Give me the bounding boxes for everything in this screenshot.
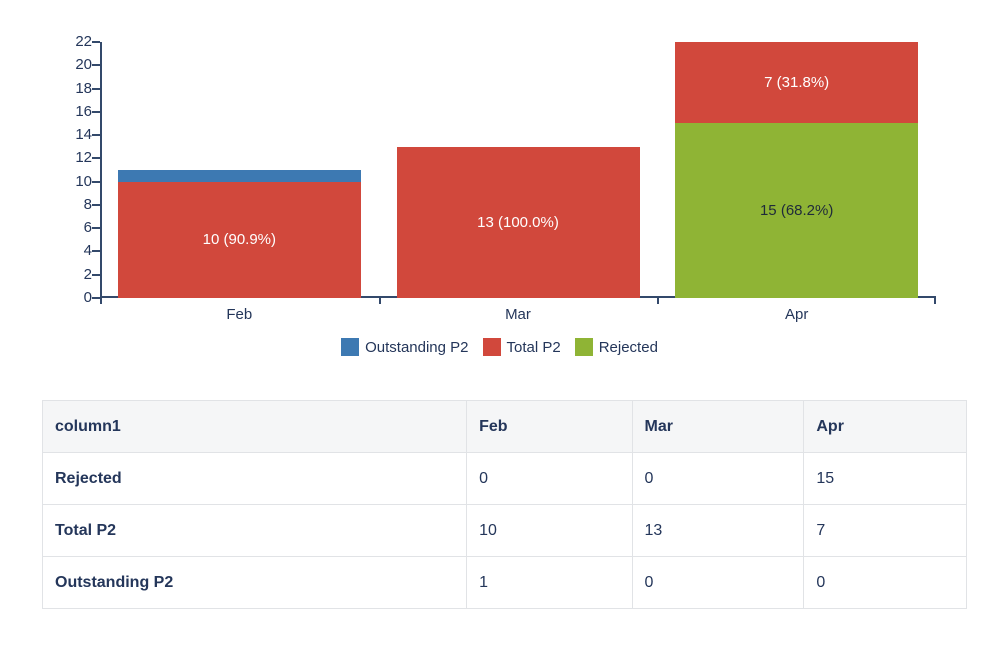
bar-value-label: 10 (90.9%) <box>202 231 277 249</box>
y-axis-tick <box>92 297 100 299</box>
y-axis-tick <box>92 250 100 253</box>
table-cell: 15 <box>803 452 967 505</box>
y-axis-tick <box>92 41 100 43</box>
y-axis-tick-label: 8 <box>83 195 92 213</box>
stacked-bar-chart: 0 2 4 6 8 10 12 14 16 18 20 22 10 (90.9%) Feb 13 (100.… <box>0 33 999 357</box>
legend-label: Outstanding P2 <box>365 338 469 356</box>
y-axis-tick-label: 20 <box>75 56 92 74</box>
x-axis-tick <box>934 298 936 304</box>
y-axis-tick-label: 4 <box>83 242 92 260</box>
table-header-cell: column1 <box>41 400 468 453</box>
legend-label: Total P2 <box>506 338 561 356</box>
y-axis-tick-label: 10 <box>75 172 92 190</box>
legend-swatch-rejected <box>574 338 593 356</box>
table-row: Rejected 0 0 15 <box>41 452 967 505</box>
table-cell: 0 <box>631 452 805 505</box>
y-axis-tick <box>92 227 100 230</box>
legend-item-outstanding-p2[interactable]: Outstanding P2 <box>341 338 469 356</box>
x-axis-category-label: Feb <box>226 306 253 323</box>
chart-layer: 0 2 4 6 8 10 12 14 16 18 20 22 10 (90.9%) Feb 13 (100.… <box>75 33 936 323</box>
y-axis-tick-label: 16 <box>75 102 92 120</box>
bar-value-label: 13 (100.0%) <box>477 213 559 231</box>
table-cell: 10 <box>466 504 633 557</box>
y-axis-tick-label: 14 <box>75 126 92 144</box>
y-axis-tick <box>92 203 100 206</box>
table-header-cell: Mar <box>631 400 805 453</box>
table-cell: 0 <box>631 556 805 609</box>
table-row: Outstanding P2 1 0 0 <box>41 556 967 609</box>
bar-segment-apr-total-p2[interactable]: 7 (31.8%) <box>675 42 919 124</box>
table-head: column1 Feb Mar Apr <box>41 400 967 453</box>
legend-swatch-outstanding-p2 <box>341 338 360 356</box>
table-header-row: column1 Feb Mar Apr <box>41 400 967 453</box>
x-axis-tick <box>100 298 102 304</box>
bar-segment-feb-total-p2[interactable]: 10 (90.9%) <box>117 181 361 298</box>
table-body: Rejected 0 0 15 Total P2 10 13 7 Outstanding P2 1… <box>41 452 967 609</box>
y-axis-tick-label: 2 <box>83 265 92 283</box>
y-axis-tick-label: 0 <box>83 289 92 306</box>
bar-segment-mar-total-p2[interactable]: 13 (100.0%) <box>396 146 640 298</box>
legend-item-rejected[interactable]: Rejected <box>574 338 658 356</box>
legend-label: Rejected <box>598 338 658 356</box>
y-axis-tick <box>92 110 100 113</box>
table-row-label: Rejected <box>41 452 468 505</box>
y-axis-tick <box>92 87 100 90</box>
data-table: column1 Feb Mar Apr Rejected 0 0 15 Total P2 10 1… <box>41 400 967 609</box>
y-axis-tick <box>92 273 100 276</box>
bar-value-label: 7 (31.8%) <box>764 74 830 92</box>
x-axis-tick <box>378 298 381 304</box>
table-row-label: Total P2 <box>41 504 468 557</box>
table-header-cell: Feb <box>466 400 633 453</box>
table-cell: 13 <box>631 504 805 557</box>
table-cell: 7 <box>803 504 967 557</box>
legend-item-total-p2[interactable]: Total P2 <box>482 338 561 356</box>
y-axis-tick <box>92 157 100 160</box>
legend-swatch-total-p2 <box>482 338 501 356</box>
y-axis-tick-label: 12 <box>75 149 92 167</box>
bar-segment-feb-outstanding-p2[interactable] <box>117 170 361 182</box>
y-axis-tick <box>92 64 100 67</box>
x-axis-category-label: Mar <box>505 306 531 323</box>
x-axis-tick <box>657 298 660 304</box>
y-axis-tick <box>92 134 100 137</box>
table-cell: 1 <box>466 556 633 609</box>
x-axis-category-label: Apr <box>784 306 809 323</box>
y-axis-tick <box>92 180 100 183</box>
table-header-cell: Apr <box>803 400 967 453</box>
bar-segment-apr-rejected[interactable]: 15 (68.2%) <box>675 123 919 298</box>
table-row: Total P2 10 13 7 <box>41 504 967 557</box>
y-axis-tick-label: 22 <box>75 33 92 50</box>
y-axis-tick-label: 6 <box>83 219 92 237</box>
table-row-label: Outstanding P2 <box>41 556 468 609</box>
bar-value-label: 15 (68.2%) <box>759 202 834 220</box>
table-cell: 0 <box>803 556 967 609</box>
y-axis-tick-label: 18 <box>75 79 92 97</box>
table-cell: 0 <box>466 452 633 505</box>
chart-legend: Outstanding P2 Total P2 Rejected <box>0 337 999 357</box>
